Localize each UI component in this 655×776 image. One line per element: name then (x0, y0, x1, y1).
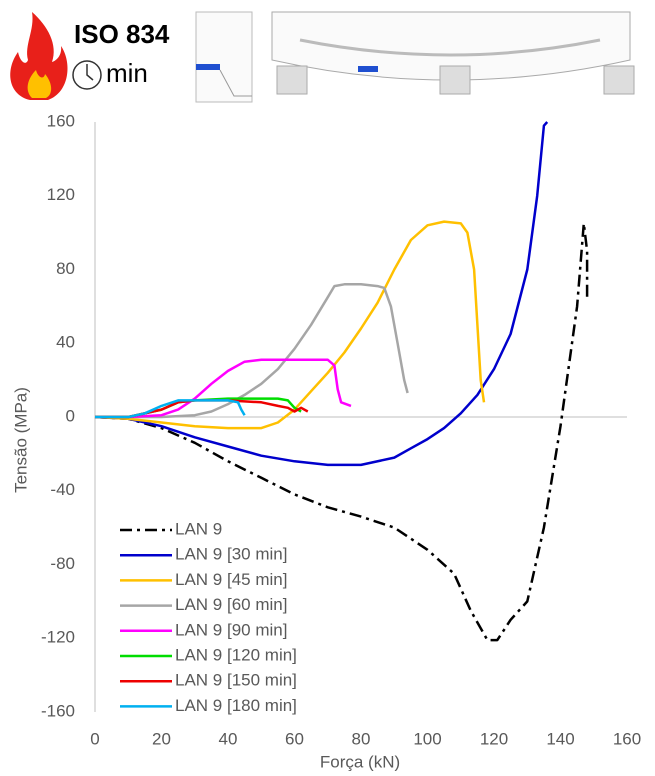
y-tick-label: 80 (56, 259, 75, 278)
x-tick-label: 40 (219, 729, 238, 748)
y-tick-label: -120 (41, 628, 75, 647)
series-line (95, 399, 246, 419)
series-line (95, 283, 409, 419)
series-line (94, 220, 486, 430)
iso-label: ISO 834 (74, 19, 170, 49)
y-tick-label: -80 (50, 554, 75, 573)
legend-label: LAN 9 [120 min] (175, 645, 297, 664)
series-line (94, 222, 589, 642)
series-line (95, 399, 309, 419)
x-tick-label: 120 (480, 729, 508, 748)
x-tick-label: 0 (90, 729, 99, 748)
x-tick-label: 100 (413, 729, 441, 748)
legend-label: LAN 9 [180 min] (175, 696, 297, 715)
y-tick-label: -160 (41, 701, 75, 720)
legend-label: LAN 9 (175, 519, 222, 538)
x-tick-label: 80 (352, 729, 371, 748)
x-tick-label: 60 (285, 729, 304, 748)
series-line (95, 358, 352, 419)
legend-label: LAN 9 [45 min] (175, 570, 287, 589)
y-axis-label: Tensão (MPa) (11, 387, 30, 493)
x-tick-label: 160 (613, 729, 641, 748)
header-graphic: ISO 834 min (10, 11, 635, 103)
y-tick-label: 40 (56, 333, 75, 352)
x-tick-label: 20 (152, 729, 171, 748)
x-axis-label: Força (kN) (320, 752, 400, 771)
legend-label: LAN 9 [150 min] (175, 671, 297, 690)
min-label: min (106, 58, 148, 88)
series-line (94, 121, 549, 467)
y-tick-label: -40 (50, 480, 75, 499)
y-tick-label: 160 (47, 111, 75, 130)
legend-label: LAN 9 [90 min] (175, 620, 287, 639)
legend-label: LAN 9 [30 min] (175, 545, 287, 564)
y-tick-label: 0 (66, 406, 75, 425)
y-tick-label: 120 (47, 185, 75, 204)
x-tick-label: 140 (546, 729, 574, 748)
legend-label: LAN 9 [60 min] (175, 595, 287, 614)
